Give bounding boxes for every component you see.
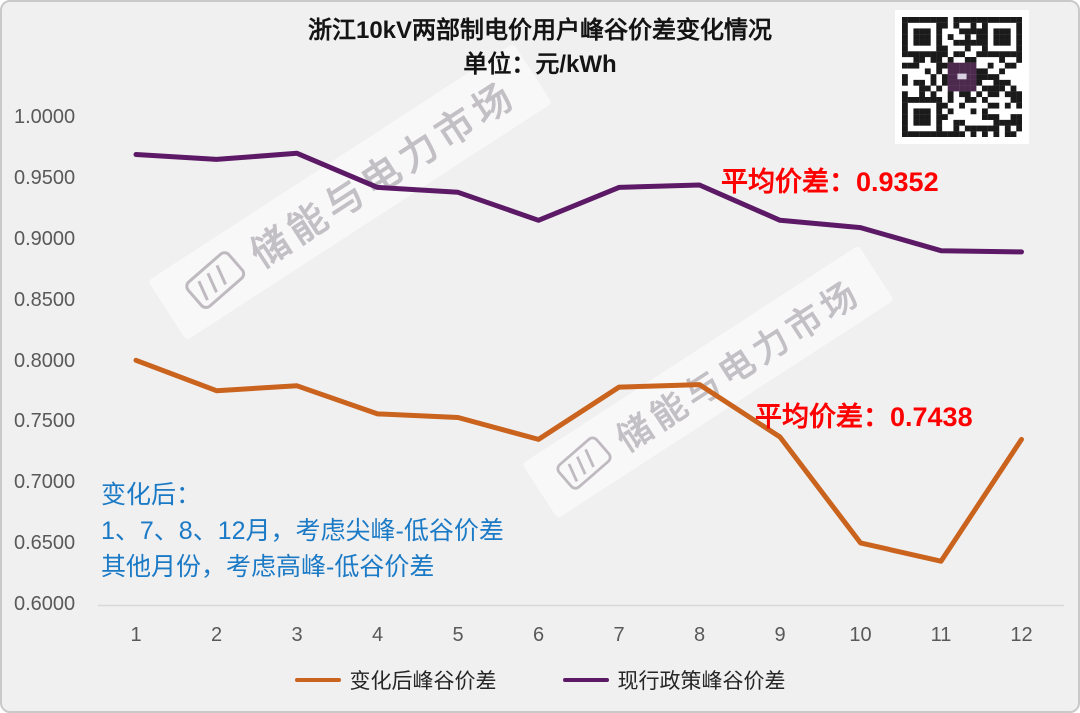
methodology-note-line2: 1、7、8、12月，考虑尖峰-低谷价差 <box>101 517 504 545</box>
y-tick-label: 0.7500 <box>14 410 76 433</box>
y-tick-label: 0.6500 <box>14 532 76 555</box>
chart-title: 浙江10kV两部制电价用户峰谷价差变化情况 <box>307 17 773 44</box>
methodology-note: 变化后： 1、7、8、12月，考虑尖峰-低谷价差 其他月份，考虑高峰-低谷价差 <box>101 477 504 585</box>
x-tick-label: 2 <box>210 624 223 646</box>
methodology-note-line1: 变化后： <box>101 481 202 509</box>
legend-item-0: 变化后峰谷价差 <box>294 665 497 695</box>
x-tick-label: 1 <box>130 624 142 646</box>
x-tick-label: 11 <box>930 624 952 646</box>
x-tick-label: 10 <box>849 624 872 646</box>
methodology-note-line3: 其他月份，考虑高峰-低谷价差 <box>101 553 435 581</box>
average-annotation-current-policy: 平均价差：0.9352 <box>721 167 939 197</box>
legend-label: 变化后峰谷价差 <box>349 670 497 693</box>
x-tick-label: 3 <box>291 624 303 646</box>
x-tick-label: 5 <box>452 624 464 646</box>
average-annotation-after-change: 平均价差：0.7438 <box>755 402 973 432</box>
legend-item-1: 现行政策峰谷价差 <box>562 665 786 695</box>
y-tick-label: 1.0000 <box>14 106 76 128</box>
y-tick-label: 0.8000 <box>14 349 76 372</box>
y-tick-label: 0.7000 <box>14 471 76 494</box>
x-tick-label: 9 <box>774 624 786 646</box>
y-tick-label: 0.9000 <box>14 227 76 250</box>
legend-label: 现行政策峰谷价差 <box>617 670 786 693</box>
x-tick-label: 7 <box>613 624 625 646</box>
qr-code <box>895 10 1029 144</box>
y-tick-label: 0.6000 <box>14 593 76 615</box>
legend-swatch <box>562 678 609 682</box>
x-tick-label: 8 <box>693 624 706 646</box>
y-tick-label: 0.9500 <box>14 166 76 189</box>
legend-swatch <box>294 678 341 682</box>
chart-legend: 变化后峰谷价差 现行政策峰谷价差 <box>2 665 1078 695</box>
y-tick-label: 0.8500 <box>14 288 76 311</box>
x-tick-label: 4 <box>371 624 384 646</box>
qr-code-image <box>902 17 1023 138</box>
x-tick-label: 6 <box>532 624 545 646</box>
x-tick-label: 12 <box>1010 624 1033 646</box>
